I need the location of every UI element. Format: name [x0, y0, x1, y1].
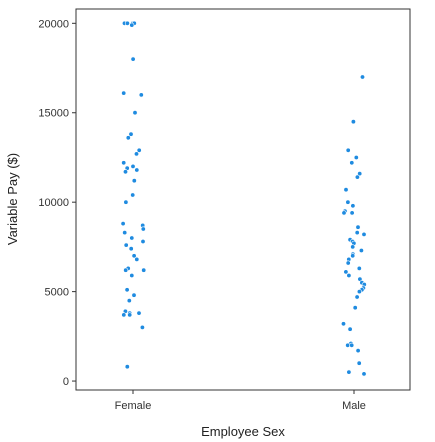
data-point-female	[121, 90, 127, 96]
x-tick-label: Female	[115, 400, 152, 412]
data-point-male	[349, 210, 355, 216]
data-point-female	[139, 324, 145, 330]
data-point-male	[345, 260, 351, 266]
data-point-male	[361, 371, 367, 377]
y-tick-label: 20000	[38, 18, 69, 30]
data-point-female	[134, 167, 140, 173]
data-point-male	[350, 244, 356, 250]
data-point-female	[123, 267, 129, 273]
data-point-female	[121, 312, 127, 318]
data-point-female	[134, 151, 140, 157]
y-axis: 0 5000 10000 15000 20000	[38, 18, 76, 388]
data-point-female	[124, 287, 130, 293]
data-point-female	[131, 253, 137, 259]
data-point-male	[346, 369, 352, 375]
data-point-male	[350, 203, 356, 209]
data-point-female	[140, 239, 146, 245]
data-point-female	[124, 20, 130, 26]
data-point-male	[361, 231, 367, 237]
data-point-male	[354, 294, 360, 300]
data-point-female	[132, 110, 138, 116]
data-point-female	[131, 178, 137, 184]
plot-panel	[75, 8, 411, 391]
data-point-female	[123, 169, 129, 175]
data-point-female	[129, 272, 135, 278]
data-point-female	[122, 230, 128, 236]
data-point-female	[128, 246, 134, 252]
data-point-female	[136, 310, 142, 316]
data-point-female	[123, 242, 129, 248]
data-point-male	[349, 160, 355, 166]
data-point-female	[129, 22, 135, 28]
data-point-female	[141, 267, 147, 273]
y-tick-label: 10000	[38, 197, 69, 209]
data-point-female	[129, 235, 135, 241]
data-point-male	[355, 348, 361, 354]
data-point-male	[355, 224, 361, 230]
data-point-female	[130, 163, 136, 169]
data-point-male	[341, 210, 347, 216]
data-point-male	[340, 321, 346, 327]
data-point-male	[356, 265, 362, 271]
data-point-female	[124, 364, 130, 370]
data-point-male	[343, 187, 349, 193]
y-tick-label: 0	[63, 376, 69, 388]
data-point-female	[130, 192, 136, 198]
y-tick-label: 15000	[38, 108, 69, 120]
data-point-male	[350, 253, 356, 259]
data-point-female	[126, 298, 132, 304]
data-point-male	[347, 326, 353, 332]
data-point-female	[138, 92, 144, 98]
data-point-female	[134, 256, 140, 262]
data-point-male	[358, 248, 364, 254]
data-point-male	[345, 147, 351, 153]
data-point-female	[125, 135, 131, 141]
data-point-male	[349, 342, 355, 348]
data-point-male	[353, 155, 359, 161]
data-point-male	[354, 174, 360, 180]
data-point-male	[359, 74, 365, 80]
data-points	[120, 20, 367, 377]
x-tick-label: Male	[342, 400, 366, 412]
data-point-female	[136, 147, 142, 153]
y-tick-label: 5000	[45, 287, 69, 299]
data-point-male	[352, 305, 358, 311]
data-point-male	[350, 119, 356, 125]
data-point-male	[357, 171, 363, 177]
data-point-male	[343, 269, 349, 275]
x-axis-title: Employee Sex	[201, 424, 285, 439]
x-axis: Female Male	[115, 390, 366, 412]
data-point-female	[131, 292, 137, 298]
data-point-female	[121, 160, 127, 166]
data-point-male	[346, 272, 352, 278]
data-point-female	[140, 226, 146, 232]
y-axis-title: Variable Pay ($)	[5, 153, 20, 245]
data-point-female	[128, 131, 134, 137]
data-point-female	[120, 221, 126, 227]
data-point-female	[123, 199, 129, 205]
data-point-female	[130, 56, 136, 62]
data-point-male	[356, 289, 362, 295]
data-point-male	[345, 199, 351, 205]
data-point-male	[354, 230, 360, 236]
data-point-female	[127, 312, 133, 318]
data-point-male	[356, 360, 362, 366]
